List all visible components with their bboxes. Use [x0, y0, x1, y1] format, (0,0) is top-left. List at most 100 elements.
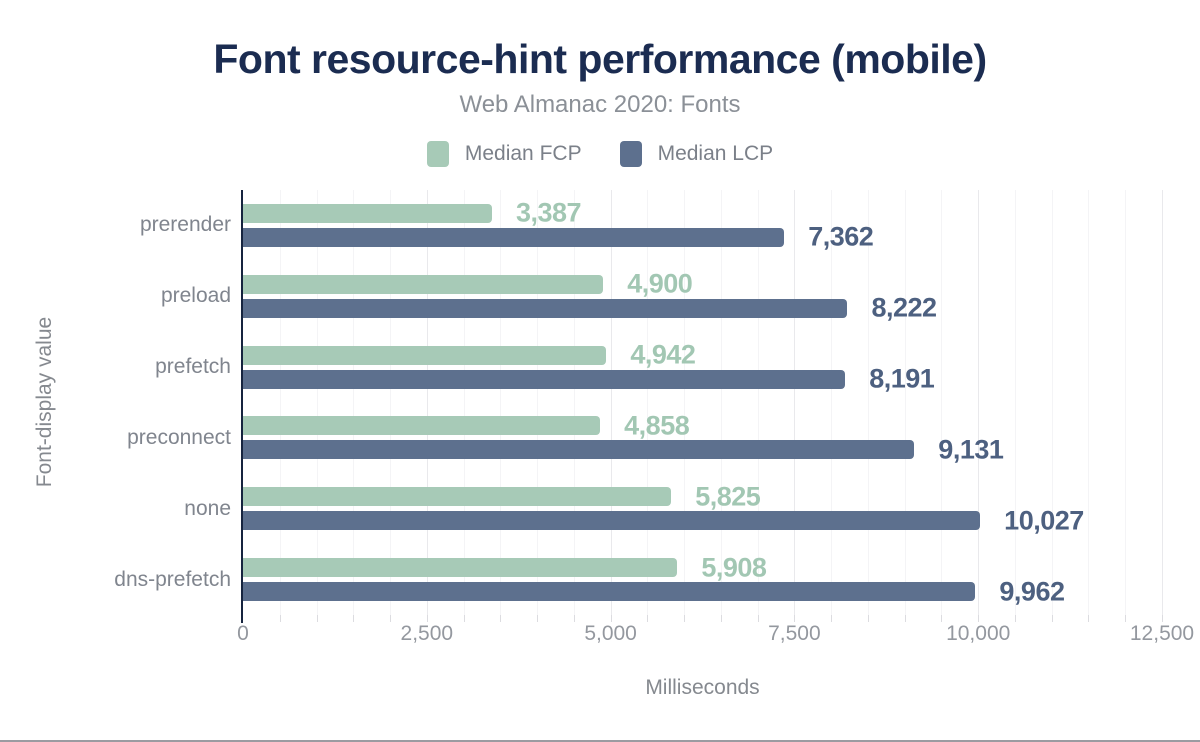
x-axis-tick-marks: [243, 615, 1163, 623]
x-tick-label-5,000: 5,000: [584, 622, 637, 645]
gridline-minor: [757, 190, 759, 615]
bar-group-none: 5,825 10,027: [243, 473, 1162, 544]
bar-track: 9,131: [243, 434, 1162, 464]
plot-area: 3,387 7,362 4,900 8,222 4,942 8,191 4,858 9,131…: [241, 190, 1163, 623]
gridline-minor: [353, 190, 355, 615]
value-label-lcp-prerender: 7,362: [808, 221, 874, 252]
x-tick-mark: [904, 615, 906, 622]
bar-group-dns-prefetch: 5,908 9,962: [243, 544, 1162, 615]
value-label-lcp-none: 10,027: [1004, 505, 1084, 536]
value-label-fcp-preconnect: 4,858: [624, 410, 690, 441]
bar-fcp-prerender: [243, 203, 492, 223]
value-label-fcp-prerender: 3,387: [516, 197, 582, 228]
lcp-swatch-icon: [619, 141, 642, 167]
bar-group-preconnect: 4,858 9,131: [243, 403, 1162, 474]
category-labels: prerender preload prefetch preconnect none dn…: [0, 190, 231, 615]
gridline-minor: [390, 190, 392, 615]
bar-fcp-prefetch: [243, 345, 607, 365]
x-tick-mark: [647, 615, 649, 622]
bar-fcp-dns-prefetch: [243, 558, 678, 578]
x-tick-mark: [573, 615, 575, 622]
x-tick-mark: [978, 615, 980, 622]
value-label-lcp-preconnect: 9,131: [938, 434, 1004, 465]
x-axis-tick-labels: 0 2,500 5,000 7,500 10,000 12,500: [237, 622, 1194, 648]
gridline-minor: [463, 190, 465, 615]
category-label-prerender: prerender: [139, 213, 231, 237]
gridline-minor: [537, 190, 539, 615]
value-label-fcp-none: 5,825: [695, 481, 761, 512]
category-label-dns-prefetch: dns-prefetch: [114, 567, 231, 591]
gridline-minor: [904, 190, 906, 615]
x-tick-mark: [1051, 615, 1053, 622]
value-label-lcp-prefetch: 8,191: [869, 363, 935, 394]
gridline-minor: [684, 190, 686, 615]
x-tick-label-7,500: 7,500: [768, 622, 821, 645]
gridline-minor: [573, 190, 575, 615]
bar-track: 9,962: [243, 576, 1162, 606]
x-tick-mark: [426, 615, 428, 622]
x-tick-mark: [537, 615, 539, 622]
bar-track: 3,387: [243, 198, 1162, 228]
gridline-major: [1162, 190, 1163, 615]
bar-fcp-none: [243, 487, 672, 507]
x-tick-mark: [390, 615, 392, 622]
x-tick-mark: [720, 615, 722, 622]
value-label-fcp-dns-prefetch: 5,908: [701, 552, 767, 583]
bar-track: 7,362: [243, 222, 1162, 252]
x-tick-mark: [831, 615, 833, 622]
x-tick-mark: [316, 615, 318, 622]
x-axis-title: Milliseconds: [645, 676, 760, 699]
gridline-minor: [867, 190, 869, 615]
x-tick-mark: [757, 615, 759, 622]
legend: Median FCP Median LCP: [0, 141, 1200, 167]
bar-fcp-preload: [243, 274, 604, 294]
bar-group-prefetch: 4,942 8,191: [243, 332, 1162, 403]
x-tick-mark: [279, 615, 281, 622]
x-tick-mark: [610, 615, 612, 622]
bottom-divider: [0, 740, 1200, 742]
bar-lcp-preconnect: [243, 440, 915, 460]
value-label-lcp-preload: 8,222: [871, 292, 937, 323]
bar-lcp-prefetch: [243, 369, 846, 389]
fcp-swatch-icon: [426, 141, 449, 167]
x-tick-label-12,500: 12,500: [1129, 622, 1195, 645]
y-axis-line: [241, 190, 243, 623]
gridline-major: [426, 190, 428, 615]
gridline-minor: [720, 190, 722, 615]
bar-lcp-dns-prefetch: [243, 582, 976, 602]
x-tick-mark: [684, 615, 686, 622]
gridline-major: [794, 190, 796, 615]
legend-label-lcp: Median LCP: [657, 142, 774, 165]
value-label-lcp-dns-prefetch: 9,962: [999, 576, 1065, 607]
x-tick-mark: [1162, 615, 1163, 622]
legend-label-fcp: Median FCP: [464, 142, 582, 165]
bar-track: 5,908: [243, 552, 1162, 582]
bar-lcp-prerender: [243, 227, 785, 247]
x-tick-label-10,000: 10,000: [946, 622, 1011, 645]
category-label-preload: preload: [160, 284, 231, 308]
gridline-minor: [831, 190, 833, 615]
x-tick-mark: [941, 615, 943, 622]
gridline-minor: [1125, 190, 1127, 615]
gridline-major: [978, 190, 980, 615]
category-label-none: none: [184, 496, 231, 520]
chart-title: Font resource-hint performance (mobile): [213, 36, 987, 82]
category-label-prefetch: prefetch: [155, 355, 231, 379]
x-tick-label-0: 0: [237, 622, 249, 645]
gridline-minor: [316, 190, 318, 615]
bar-lcp-none: [243, 511, 981, 531]
gridline-minor: [1051, 190, 1053, 615]
gridline-minor: [647, 190, 649, 615]
bar-track: 8,222: [243, 293, 1162, 323]
x-tick-label-2,500: 2,500: [400, 622, 454, 645]
bar-lcp-preload: [243, 298, 848, 318]
legend-item-lcp: Median LCP: [619, 141, 774, 167]
value-label-fcp-preload: 4,900: [627, 268, 693, 299]
bar-group-prerender: 3,387 7,362: [243, 190, 1162, 261]
value-label-fcp-prefetch: 4,942: [630, 339, 696, 370]
gridline-minor: [1088, 190, 1090, 615]
bar-track: 10,027: [243, 505, 1162, 535]
gridline-minor: [500, 190, 502, 615]
bar-track: 4,900: [243, 269, 1162, 299]
